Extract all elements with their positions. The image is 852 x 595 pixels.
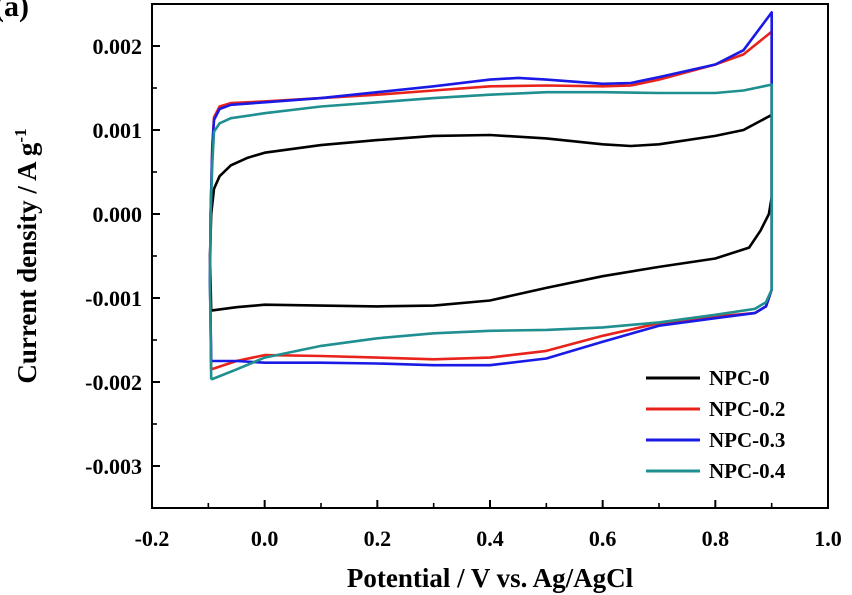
tick-labels: -0.2 0.0 0.2 0.4 0.6 0.8 1.0 0.002 0.001 0.000 -0.… bbox=[85, 34, 842, 551]
legend: NPC-0 NPC-0.2 NPC-0.3 NPC-0.4 bbox=[646, 366, 786, 483]
series-line-1 bbox=[208, 30, 773, 371]
series-line-0 bbox=[208, 113, 773, 312]
x-tick-label: 0.2 bbox=[364, 526, 392, 551]
x-tick-label: 0.8 bbox=[702, 526, 730, 551]
x-axis-label: Potential / V vs. Ag/AgCl bbox=[347, 563, 634, 593]
series-line-3 bbox=[208, 83, 773, 381]
x-tick-label: 0.0 bbox=[251, 526, 279, 551]
y-axis-label-main: Current density / A g bbox=[12, 142, 42, 384]
y-axis-label: Current density / A g-1 bbox=[11, 128, 42, 383]
y-tick-label: -0.003 bbox=[85, 454, 142, 479]
legend-label: NPC-0.3 bbox=[709, 428, 785, 452]
x-tick-label: 0.6 bbox=[589, 526, 617, 551]
x-tick-label: 0.4 bbox=[476, 526, 504, 551]
y-axis-label-superscript: -1 bbox=[11, 128, 30, 142]
x-tick-label: 1.0 bbox=[814, 526, 842, 551]
series-line-2 bbox=[208, 11, 773, 367]
legend-label: NPC-0.2 bbox=[709, 397, 785, 421]
panel-label: (a) bbox=[0, 0, 29, 23]
legend-label: NPC-0.4 bbox=[709, 459, 786, 483]
series-group bbox=[208, 11, 773, 381]
legend-label: NPC-0 bbox=[709, 366, 770, 390]
y-tick-label: -0.001 bbox=[85, 286, 142, 311]
y-tick-label: 0.002 bbox=[93, 34, 143, 59]
y-tick-label: 0.000 bbox=[93, 202, 143, 227]
y-tick-label: -0.002 bbox=[85, 370, 142, 395]
x-tick-label: -0.2 bbox=[135, 526, 170, 551]
plot-frame bbox=[151, 3, 829, 509]
y-tick-label: 0.001 bbox=[93, 118, 143, 143]
